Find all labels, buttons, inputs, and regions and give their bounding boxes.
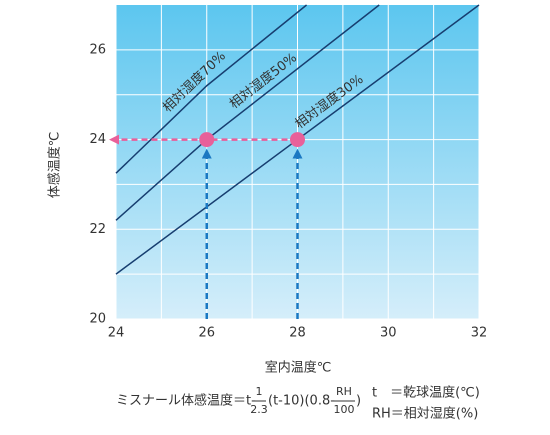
y-axis-label: 体感温度℃ <box>47 132 63 199</box>
x-tick-label: 24 <box>108 326 125 341</box>
formula-text: ) <box>356 394 361 409</box>
y-tick-label: 20 <box>89 312 106 327</box>
formula: ミスナール体感温度＝t- 1 2.3 (t-10)(0.8- RH 100 ) … <box>116 385 480 422</box>
formula-text: RH <box>336 385 352 398</box>
x-axis-label: 室内温度℃ <box>265 360 332 376</box>
x-tick-label: 28 <box>289 326 306 341</box>
x-tick-label: 32 <box>471 326 488 341</box>
y-tick-label: 22 <box>89 222 106 237</box>
formula-note: RH＝相対湿度(%) <box>372 406 478 422</box>
y-tick-label: 24 <box>89 132 106 147</box>
x-tick-label: 26 <box>198 326 215 341</box>
marker-point <box>290 132 305 148</box>
formula-text: (t-10)(0.8- <box>268 394 335 409</box>
formula-text: 2.3 <box>250 403 268 416</box>
y-tick-label: 26 <box>89 42 106 57</box>
formula-text: ミスナール体感温度＝t- <box>116 393 256 409</box>
x-tick-label: 30 <box>380 326 397 341</box>
marker-point <box>199 132 215 148</box>
formula-text: 1 <box>256 385 263 398</box>
formula-text: 100 <box>334 403 355 416</box>
series-line <box>115 4 308 174</box>
formula-note: t ＝乾球温度(℃) <box>372 385 480 401</box>
